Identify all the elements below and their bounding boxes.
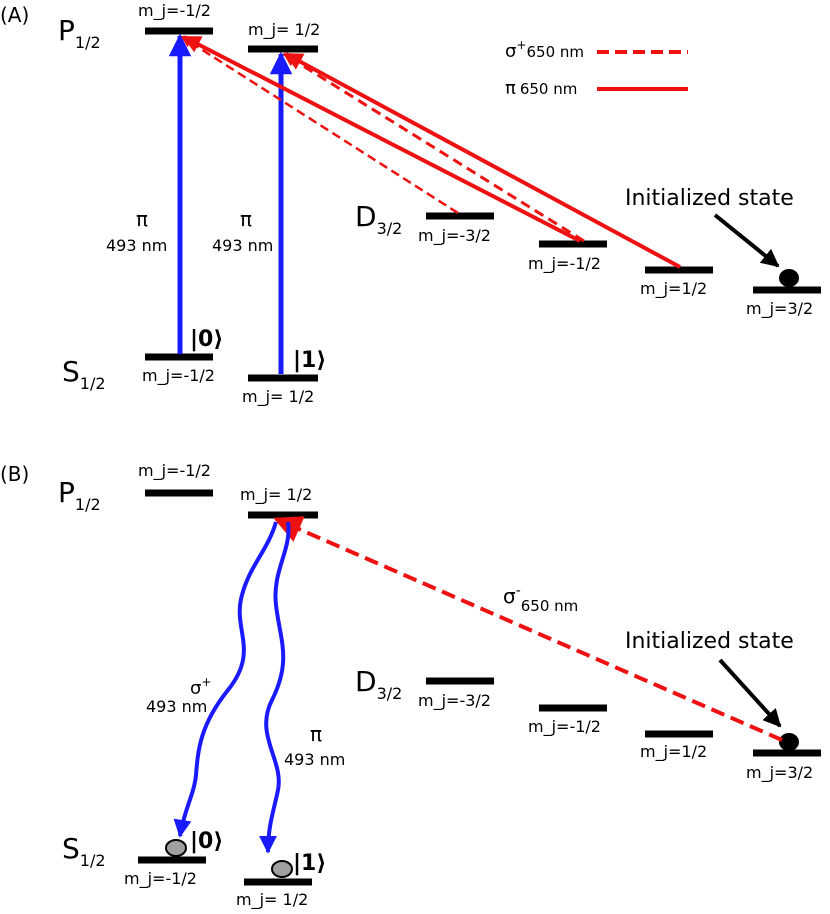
s-sub-b: 1/2 <box>80 851 106 870</box>
sigma-minus-label-b: σ-650 nm <box>503 583 578 615</box>
sigma-minus-text: 650 nm <box>521 597 579 615</box>
red-sigma-dashed-2-a <box>282 52 585 243</box>
p-level-label-a: P1/2 <box>58 14 101 52</box>
p-sub-a: 1/2 <box>75 33 101 52</box>
p-state-label-a-1: m_j= 1/2 <box>248 20 320 40</box>
d-state-label-b-1: m_j=-1/2 <box>528 717 601 737</box>
p-state-label-b-0: m_j=-1/2 <box>138 461 211 481</box>
initialized-arrow-b <box>718 658 782 728</box>
population-dot-a <box>779 269 799 287</box>
red-pi-solid-2-a <box>284 52 681 269</box>
s-level-label-a: S1/2 <box>62 355 106 393</box>
panel-a-label: (A) <box>0 3 29 27</box>
d-level-label-a: D3/2 <box>355 200 402 238</box>
ket-0-b: |0⟩ <box>190 829 223 854</box>
d-state-label-b-3: m_j=3/2 <box>746 763 813 783</box>
decay-pi-sym-b: π <box>310 722 322 746</box>
ket-1-a: |1⟩ <box>293 348 326 373</box>
red-sigma-minus-arrow-b <box>273 516 783 742</box>
d-sub-a: 3/2 <box>377 219 403 238</box>
red-pi-solid-1-a <box>182 35 581 243</box>
legend-sigma-text: 650 nm <box>526 43 584 61</box>
d-state-label-b-2: m_j=1/2 <box>640 742 707 762</box>
population-dot-s1-b <box>271 860 293 878</box>
panel-b: (B) P1/2 m_j=-1/2 m_j= 1/2 σ-650 nm Init… <box>0 461 821 910</box>
legend-sigma-sym: σ <box>505 41 516 62</box>
p-letter-a: P <box>58 14 75 47</box>
decay-sigma-sup: + <box>201 675 211 689</box>
initialized-arrow-a <box>713 213 780 268</box>
s-state-label-a-1: m_j= 1/2 <box>242 387 314 407</box>
p-state-label-b-1: m_j= 1/2 <box>240 485 312 505</box>
s-state-label-b-1: m_j= 1/2 <box>236 890 308 910</box>
legend-pi-sym: π <box>505 78 516 99</box>
s-letter-a: S <box>62 355 80 388</box>
blue-pi-wl-right-a: 493 nm <box>212 236 273 255</box>
p-letter-b: P <box>58 476 75 509</box>
d-state-label-a-3: m_j=3/2 <box>746 299 813 319</box>
blue-pi-sym-left-a: π <box>136 207 148 231</box>
blue-pi-wl-left-a: 493 nm <box>106 236 167 255</box>
s-sub-a: 1/2 <box>80 374 106 393</box>
d-sub-b: 3/2 <box>377 684 403 703</box>
d-state-label-a-0: m_j=-3/2 <box>418 226 491 246</box>
sigma-minus-sup: - <box>516 583 521 599</box>
d-letter-a: D <box>355 200 377 233</box>
legend-pi-label: π 650 nm <box>505 78 577 99</box>
initialized-state-label-a: Initialized state <box>625 186 794 211</box>
panel-b-label: (B) <box>0 462 29 486</box>
ket-0-a: |0⟩ <box>190 327 223 352</box>
p-level-label-b: P1/2 <box>58 476 101 514</box>
population-dot-s0-b <box>165 839 187 857</box>
decay-sigma-label-b: σ+ <box>190 675 211 699</box>
population-dot-b <box>779 733 799 751</box>
sigma-minus-sym: σ <box>503 584 516 608</box>
initialized-state-label-b: Initialized state <box>625 629 794 654</box>
decay-sigma-sym: σ <box>190 678 201 699</box>
d-state-label-a-2: m_j=1/2 <box>640 279 707 299</box>
red-sigma-dashed-1-a <box>181 35 459 215</box>
blue-decay-sigma-wavy-b <box>173 521 278 838</box>
p-sub-b: 1/2 <box>75 495 101 514</box>
legend-pi-text: 650 nm <box>520 80 578 98</box>
ket-1-b: |1⟩ <box>293 851 326 876</box>
blue-pi-sym-right-a: π <box>240 207 252 231</box>
legend-sigma-plus-label: σ+650 nm <box>505 38 584 62</box>
s-letter-b: S <box>62 832 80 865</box>
d-state-label-b-0: m_j=-3/2 <box>418 691 491 711</box>
s-state-label-b-0: m_j=-1/2 <box>124 869 197 889</box>
d-level-label-b: D3/2 <box>355 665 402 703</box>
decay-sigma-wl-b: 493 nm <box>146 697 207 716</box>
legend-sigma-sup: + <box>516 38 526 52</box>
s-state-label-a-0: m_j=-1/2 <box>142 366 215 386</box>
s-level-label-b: S1/2 <box>62 832 106 870</box>
blue-decay-pi-wavy-b <box>259 521 291 854</box>
panel-a: (A) P1/2 m_j=-1/2 m_j= 1/2 σ+650 nm π 650… <box>0 1 821 407</box>
d-state-label-a-1: m_j=-1/2 <box>528 254 601 274</box>
p-state-label-a-0: m_j=-1/2 <box>138 1 211 21</box>
decay-pi-wl-b: 493 nm <box>284 750 345 769</box>
d-letter-b: D <box>355 665 377 698</box>
